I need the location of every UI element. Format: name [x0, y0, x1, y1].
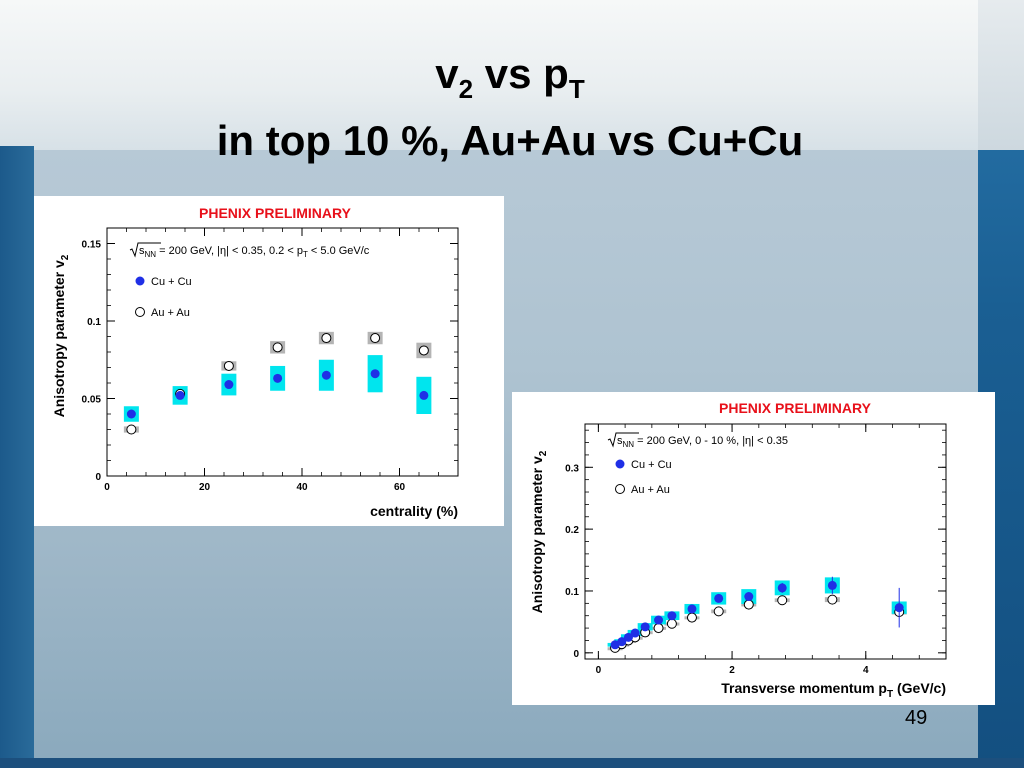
title-sub-T: T	[568, 74, 585, 104]
au-au-point	[777, 595, 788, 606]
page-number: 49	[905, 707, 928, 729]
sqrt-symbol	[607, 432, 639, 448]
cu-cu-point	[321, 370, 331, 380]
x-tick-label: 0	[596, 665, 602, 676]
energy-annotation: sNN = 200 GeV, |η| < 0.35, 0.2 < pT < 5.…	[139, 245, 370, 259]
bottom-accent-line	[0, 758, 1024, 768]
au-au-point	[653, 623, 664, 634]
slide-title: v2 vs pT in top 10 %, Au+Au vs Cu+Cu	[100, 48, 920, 167]
y-tick-label: 0.2	[565, 525, 579, 536]
cu-cu-point	[175, 390, 185, 400]
slide-header-background	[0, 0, 1024, 150]
au-au-point	[321, 333, 332, 344]
legend-au-label: Au + Au	[151, 307, 190, 319]
au-au-point	[666, 618, 677, 629]
au-au-point	[418, 345, 429, 356]
au-au-point	[743, 599, 754, 610]
centrality-chart-panel: PHENIX PRELIMINARY 0 0.05 0.1 0.15 0 20 40 60 cen…	[34, 196, 504, 526]
legend-cu-label: Cu + Cu	[151, 276, 192, 288]
legend-cu-marker	[615, 459, 625, 469]
x-axis-label: Transverse momentum pT (GeV/c)	[721, 680, 946, 700]
y-tick-label: 0.1	[565, 587, 579, 598]
x-tick-label: 60	[394, 482, 406, 493]
cu-cu-point	[370, 369, 380, 379]
slide-title-line2: in top 10 %, Au+Au vs Cu+Cu	[216, 117, 804, 164]
y-tick-label: 0.1	[87, 317, 101, 328]
cu-cu-point	[687, 604, 697, 614]
au-au-point	[827, 594, 838, 605]
x-tick-label: 40	[296, 482, 308, 493]
title-sub-2: 2	[458, 74, 474, 104]
y-tick-label: 0.05	[82, 395, 102, 406]
x-tick-label: 0	[104, 482, 110, 493]
x-tick-label: 2	[729, 665, 735, 676]
cu-cu-point	[777, 583, 787, 593]
pt-chart: PHENIX PRELIMINARY 0 0.1 0.2 0.3 0 2 4 Transvers…	[529, 400, 947, 700]
slide-title-line1: v2 vs pT	[100, 48, 920, 115]
y-tick-label: 0	[95, 472, 101, 483]
left-accent-bar	[0, 146, 34, 768]
au-au-point	[223, 360, 234, 371]
title-v: v	[435, 50, 459, 97]
y-axis-label: Anisotropy parameter v2	[51, 254, 71, 417]
x-axis-label: centrality (%)	[370, 503, 458, 519]
preliminary-label: PHENIX PRELIMINARY	[719, 400, 872, 416]
au-au-point	[686, 612, 697, 623]
cu-cu-point	[640, 622, 650, 632]
centrality-chart: PHENIX PRELIMINARY 0 0.05 0.1 0.15 0 20 40 60 cen…	[51, 205, 459, 519]
pt-chart-panel: PHENIX PRELIMINARY 0 0.1 0.2 0.3 0 2 4 Transvers…	[512, 392, 995, 705]
cu-cu-point	[617, 637, 627, 647]
cu-cu-point	[419, 390, 429, 400]
legend-cu-label: Cu + Cu	[631, 459, 672, 471]
cu-cu-point	[827, 580, 837, 590]
title-vs-p: vs p	[473, 50, 569, 97]
cu-cu-point	[654, 615, 664, 625]
legend-cu-marker	[135, 276, 145, 286]
right-accent-bar-top	[978, 0, 1024, 150]
cu-cu-point	[273, 373, 283, 383]
cu-cu-point	[744, 592, 754, 602]
cu-cu-point	[714, 593, 724, 603]
energy-annotation: sNN = 200 GeV, 0 - 10 %, |η| < 0.35	[617, 435, 788, 449]
cu-cu-point	[610, 640, 620, 650]
sqrt-symbol	[129, 242, 161, 258]
y-tick-label: 0.3	[565, 463, 579, 474]
au-au-point	[713, 606, 724, 617]
cu-cu-point	[630, 628, 640, 638]
preliminary-label: PHENIX PRELIMINARY	[199, 205, 352, 221]
legend-au-label: Au + Au	[631, 484, 670, 496]
cu-cu-point	[667, 611, 677, 621]
y-tick-label: 0.15	[82, 240, 102, 251]
y-tick-label: 0	[573, 649, 579, 660]
au-au-point	[126, 424, 137, 435]
au-au-point	[370, 333, 381, 344]
x-tick-label: 20	[199, 482, 211, 493]
cu-cu-point	[224, 380, 234, 390]
cu-cu-point	[623, 632, 633, 642]
cu-cu-point	[126, 409, 136, 419]
cu-cu-point	[894, 603, 904, 613]
y-axis-label: Anisotropy parameter v2	[529, 450, 549, 613]
au-au-point	[272, 342, 283, 353]
x-tick-label: 4	[863, 665, 869, 676]
legend-au-marker	[135, 307, 145, 317]
legend-au-marker	[615, 484, 625, 494]
